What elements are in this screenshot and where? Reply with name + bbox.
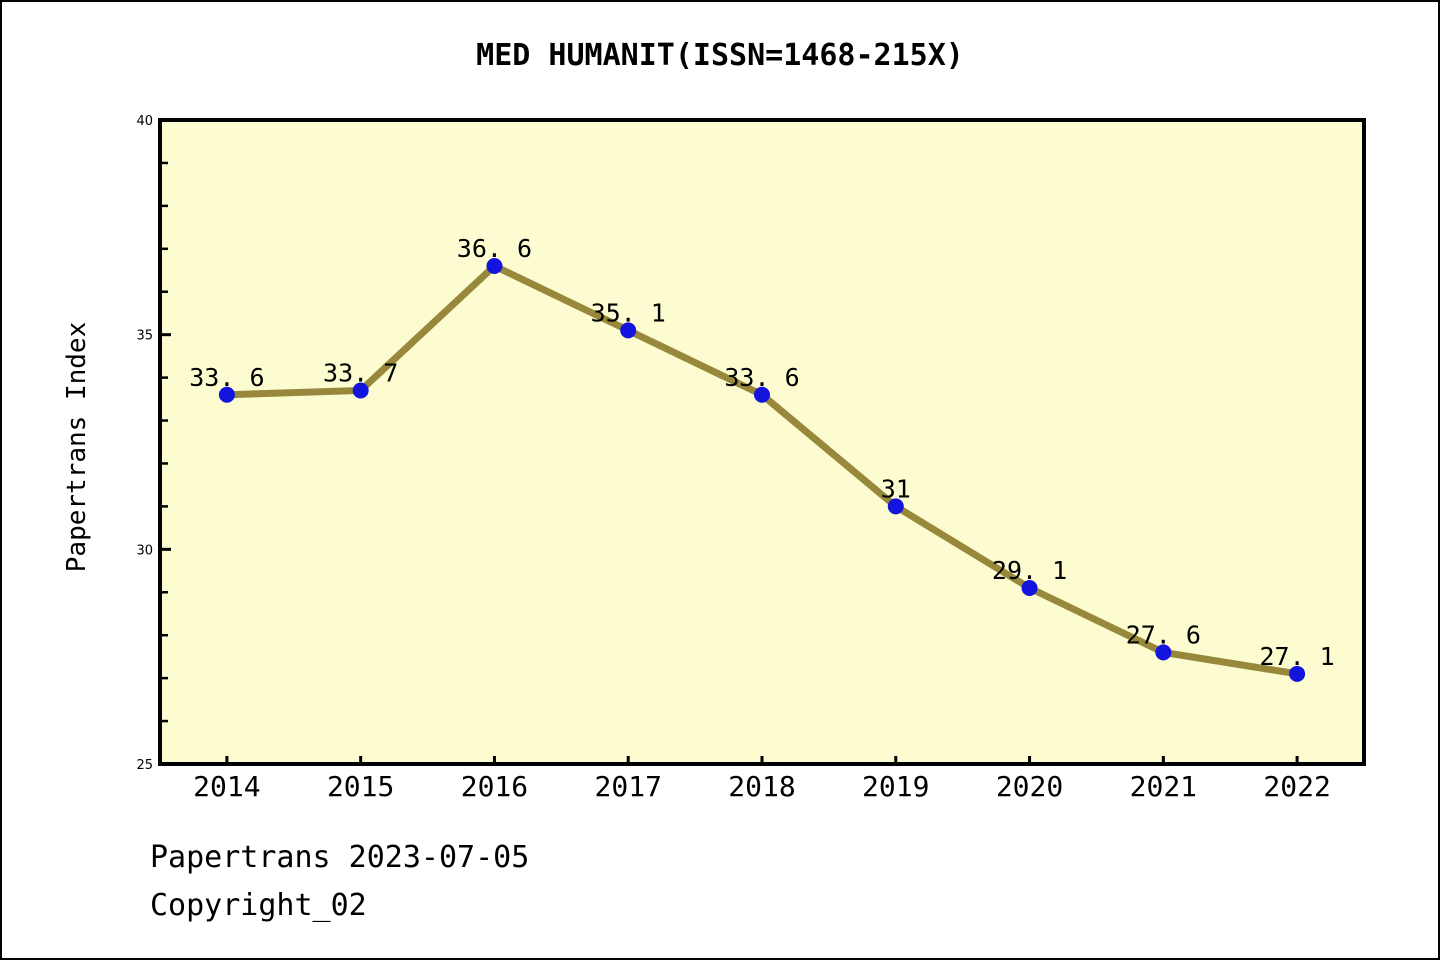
data-point bbox=[1021, 579, 1038, 596]
data-point bbox=[486, 257, 503, 274]
data-point bbox=[887, 498, 904, 515]
data-point-label: 33. 6 bbox=[189, 363, 264, 392]
x-tick-label: 2014 bbox=[193, 770, 260, 803]
data-point-label: 27. 1 bbox=[1259, 642, 1334, 671]
y-tick-label: 35 bbox=[136, 329, 153, 344]
data-point bbox=[218, 386, 235, 403]
data-point bbox=[352, 382, 369, 399]
chart-title: MED HUMANIT(ISSN=1468-215X) bbox=[476, 38, 964, 73]
x-tick-label: 2020 bbox=[996, 770, 1063, 803]
y-tick-label: 40 bbox=[136, 114, 153, 129]
data-point-label: 33. 6 bbox=[724, 363, 799, 392]
y-tick-label: 25 bbox=[136, 758, 153, 773]
data-point-label: 27. 6 bbox=[1126, 620, 1201, 649]
data-point bbox=[1289, 665, 1306, 682]
data-point-label: 36. 6 bbox=[457, 234, 532, 263]
data-point-label: 31 bbox=[881, 474, 911, 503]
data-point-label: 35. 1 bbox=[591, 298, 666, 327]
plot-area bbox=[158, 118, 1366, 766]
data-point bbox=[620, 322, 637, 339]
x-tick-label: 2022 bbox=[1263, 770, 1330, 803]
x-tick-label: 2016 bbox=[461, 770, 528, 803]
data-point bbox=[1155, 644, 1172, 661]
footer-date: Papertrans 2023-07-05 bbox=[150, 840, 530, 875]
x-tick-label: 2018 bbox=[728, 770, 795, 803]
x-tick-label: 2017 bbox=[595, 770, 662, 803]
x-tick-label: 2019 bbox=[862, 770, 929, 803]
footer-copyright: Copyright_02 bbox=[150, 888, 367, 923]
data-point-label: 29. 1 bbox=[992, 556, 1067, 585]
x-tick-label: 2015 bbox=[327, 770, 394, 803]
data-point-label: 33. 7 bbox=[323, 358, 398, 387]
x-tick-label: 2021 bbox=[1130, 770, 1197, 803]
y-tick-label: 30 bbox=[136, 543, 153, 558]
data-point bbox=[754, 386, 770, 403]
